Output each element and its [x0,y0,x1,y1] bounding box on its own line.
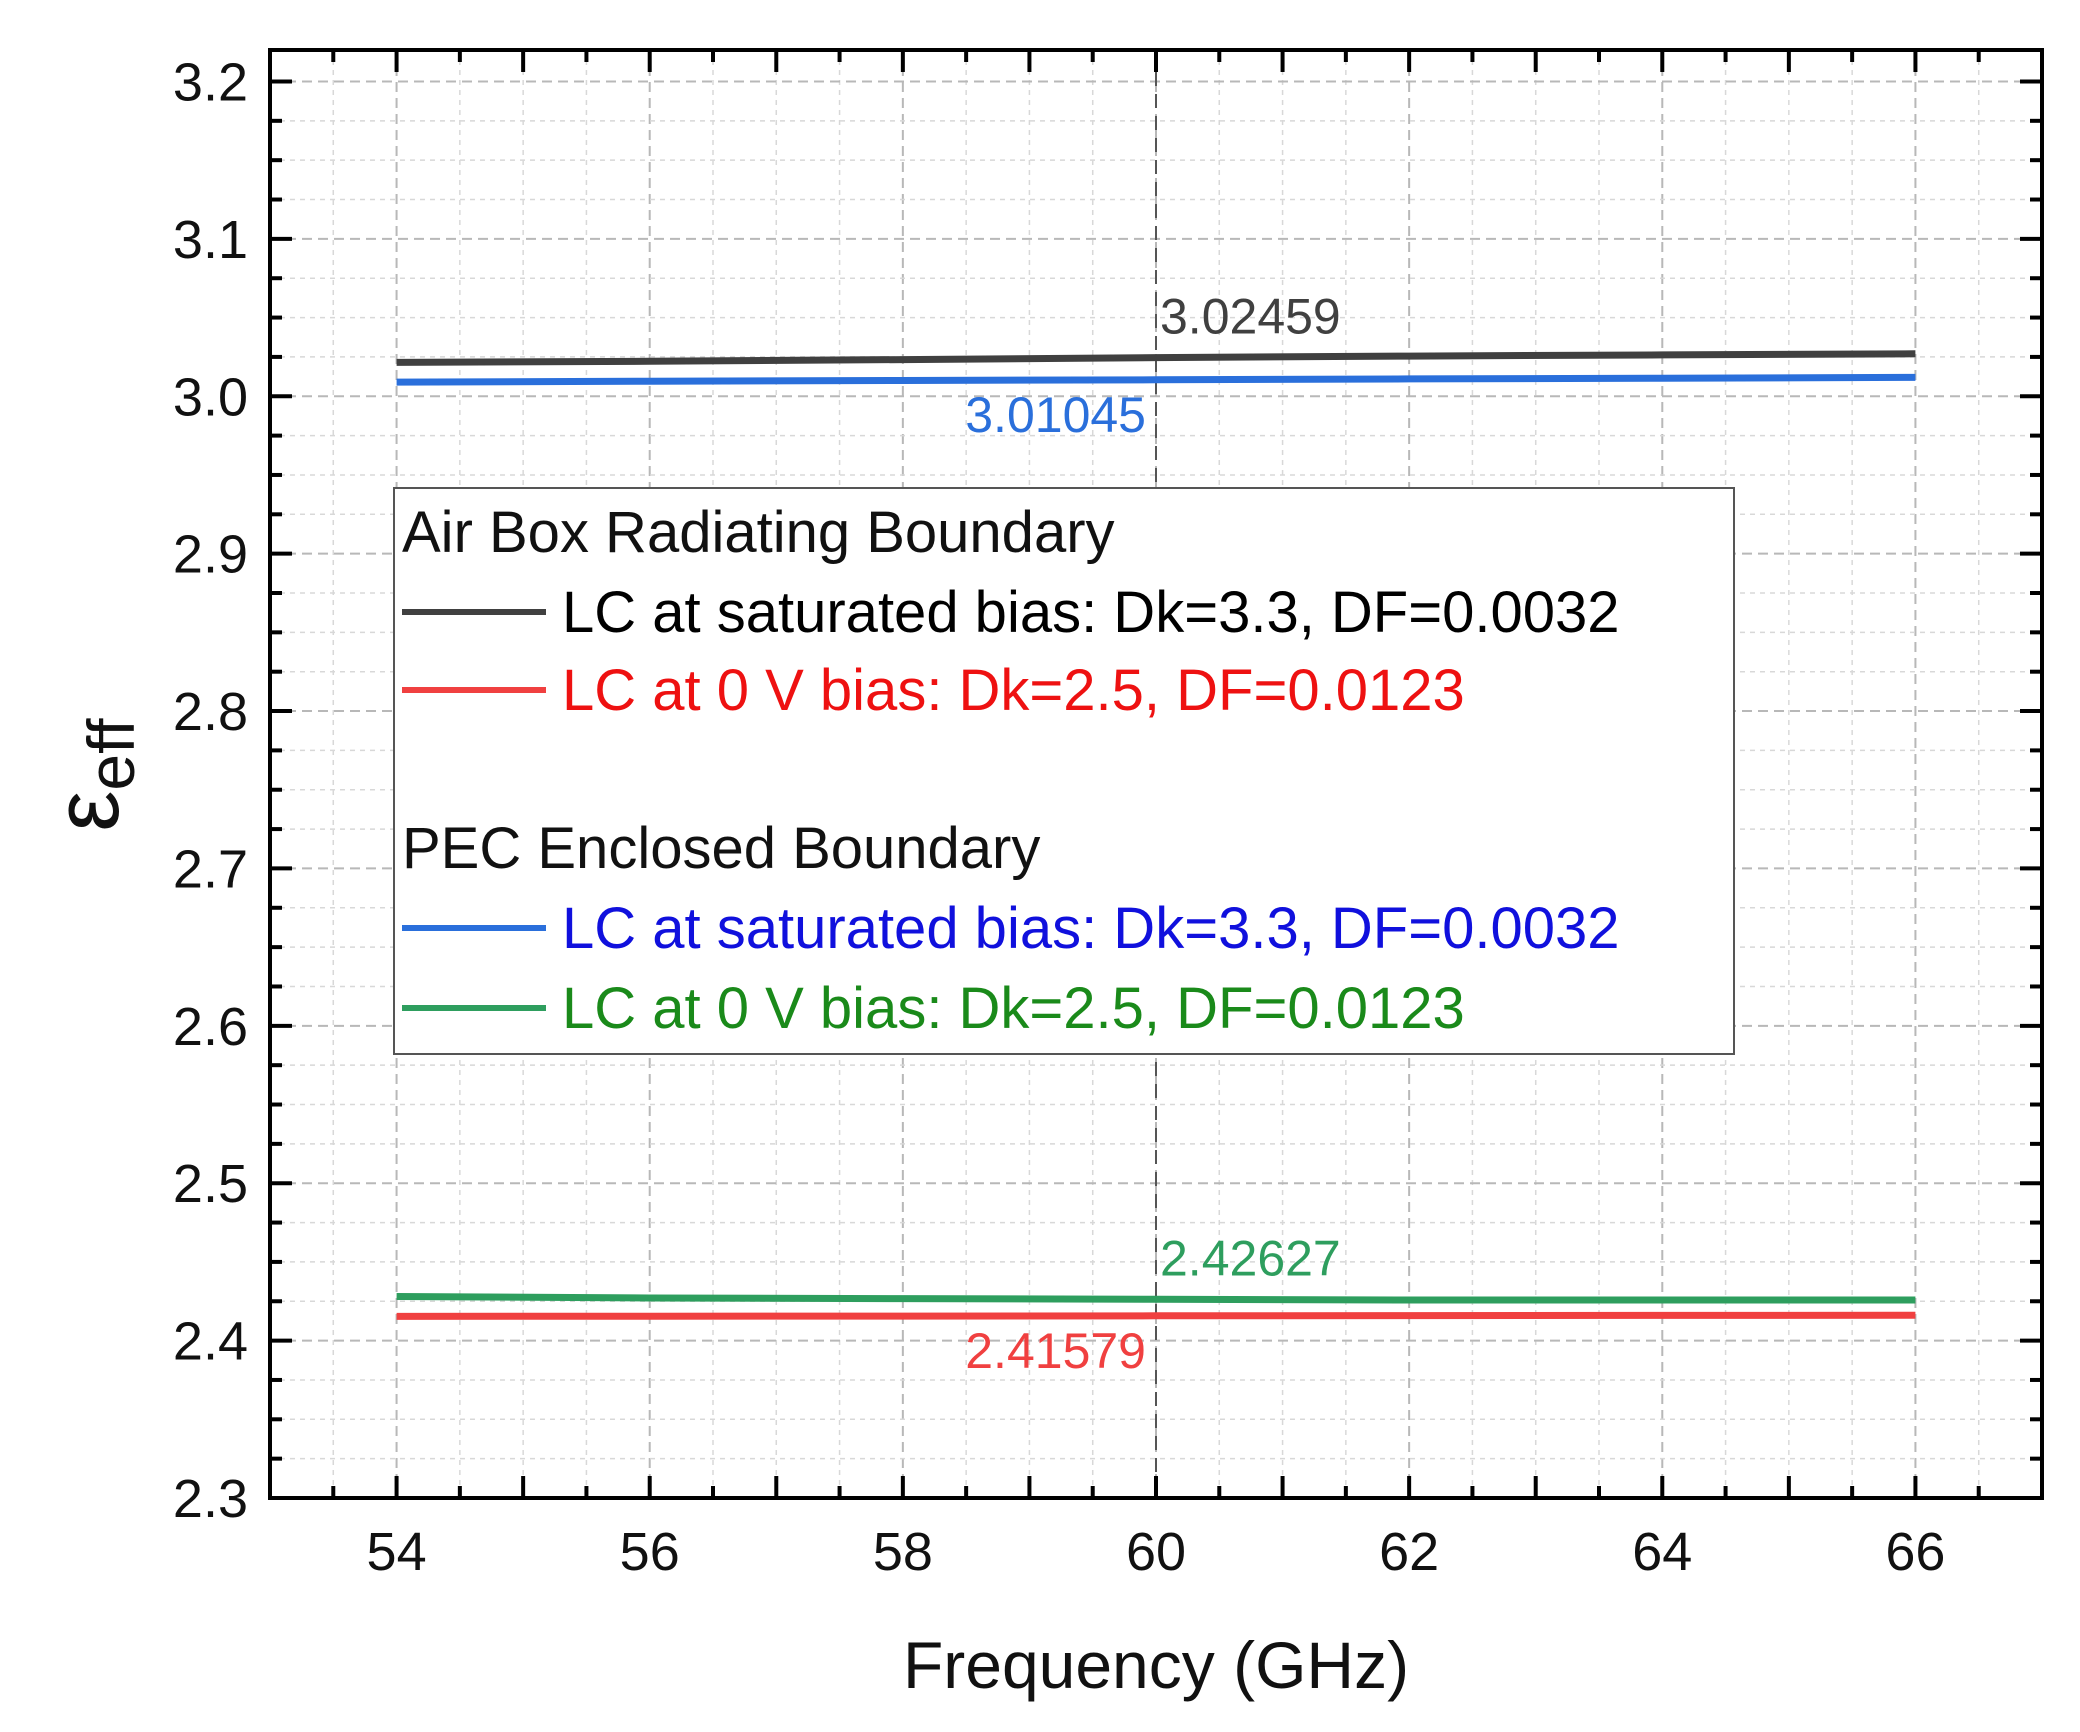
y-tick-label: 3.0 [173,367,248,427]
x-tick-label: 58 [873,1522,933,1582]
legend-label-pec-sat: LC at saturated bias: Dk=3.3, DF=0.0032 [562,896,1620,961]
y-tick-label: 2.5 [173,1154,248,1214]
legend-group-title-pec: PEC Enclosed Boundary [402,816,1040,881]
y-tick-label: 2.4 [173,1312,248,1372]
legend: Air Box Radiating Boundary LC at saturat… [393,487,1735,1055]
axis-ticks [268,50,2044,1500]
y-axis-title-base: ε [36,791,138,832]
x-axis-title: Frequency (GHz) [903,1628,1409,1702]
y-axis-title-subscript: eff [74,718,148,791]
y-axis-title: εeff [36,718,148,832]
x-tick-label: 64 [1632,1522,1692,1582]
annotation-label: 2.42627 [1160,1230,1341,1286]
series-line-pec-0v [396,1293,1916,1304]
x-tick-label: 60 [1126,1522,1186,1582]
annotation-label: 2.41579 [965,1323,1146,1379]
series-layer [396,350,1916,1320]
annotation-label: 3.01045 [965,387,1146,443]
x-tick-label: 56 [620,1522,680,1582]
y-tick-label: 2.3 [173,1469,248,1529]
x-tick-labels: 54 56 58 60 62 64 66 [367,1522,1946,1582]
y-tick-label: 2.6 [173,997,248,1057]
legend-label-air-0v: LC at 0 V bias: Dk=2.5, DF=0.0123 [562,658,1465,723]
y-tick-label: 2.7 [173,839,248,899]
svg-text:εeff: εeff [36,718,148,832]
x-tick-label: 62 [1379,1522,1439,1582]
y-tick-label: 3.1 [173,210,248,270]
legend-label-air-sat: LC at saturated bias: Dk=3.3, DF=0.0032 [562,580,1620,645]
y-tick-labels: 2.3 2.4 2.5 2.6 2.7 2.8 2.9 3.0 3.1 3.2 [173,52,248,1529]
legend-box [393,487,1735,1055]
y-tick-label: 2.8 [173,682,248,742]
annotation-label: 3.02459 [1160,289,1341,345]
series-line-air-sat [396,350,1916,366]
y-tick-label: 2.9 [173,525,248,585]
legend-group-title-air: Air Box Radiating Boundary [402,500,1115,565]
y-tick-label: 3.2 [173,52,248,112]
series-line-pec-sat [396,373,1916,386]
series-line-air-0v [396,1311,1916,1320]
x-tick-label: 54 [367,1522,427,1582]
x-tick-label: 66 [1885,1522,1945,1582]
legend-label-pec-0v: LC at 0 V bias: Dk=2.5, DF=0.0123 [562,976,1465,1041]
